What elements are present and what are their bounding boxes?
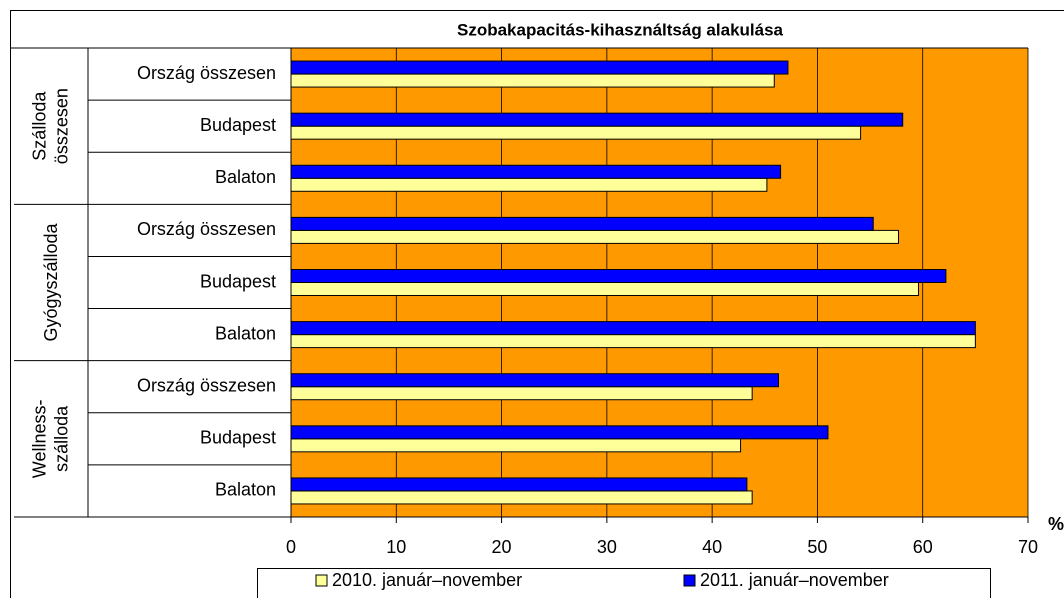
- y-tick-label: Budapest: [200, 428, 276, 448]
- x-tick-label: 40: [702, 537, 722, 557]
- legend-swatch: [684, 575, 695, 586]
- bar: [291, 230, 898, 243]
- legend-label: 2011. január–november: [700, 570, 889, 590]
- legend-swatch: [316, 575, 327, 586]
- bar: [291, 322, 975, 335]
- bar: [291, 217, 873, 230]
- group-label: Wellness-: [30, 399, 50, 478]
- x-tick-label: 30: [597, 537, 617, 557]
- x-tick-label: 0: [286, 537, 296, 557]
- chart-title: Szobakapacitás-kihasználtság alakulása: [457, 20, 784, 39]
- bar: [291, 439, 741, 452]
- bar: [291, 387, 752, 400]
- x-tick-label: 70: [1018, 537, 1038, 557]
- y-tick-label: Budapest: [200, 271, 276, 291]
- legend-label: 2010. január–november: [332, 570, 522, 590]
- group-label: Gyógyszálloda: [41, 222, 61, 341]
- bar: [291, 426, 828, 439]
- y-tick-label: Ország összesen: [137, 219, 276, 239]
- group-label: Szálloda: [30, 91, 50, 161]
- bar: [291, 165, 781, 178]
- group-label: összesen: [52, 88, 72, 164]
- bar: [291, 178, 767, 191]
- bar: [291, 270, 946, 283]
- group-label: szálloda: [52, 405, 72, 472]
- y-tick-label: Budapest: [200, 115, 276, 135]
- x-tick-label: 20: [492, 537, 512, 557]
- bar: [291, 61, 788, 74]
- x-tick-label: 50: [807, 537, 827, 557]
- y-tick-label: Ország összesen: [137, 375, 276, 395]
- bar: [291, 335, 975, 348]
- x-tick-label: 60: [913, 537, 933, 557]
- x-tick-label: 10: [386, 537, 406, 557]
- y-tick-label: Balaton: [215, 480, 276, 500]
- bar: [291, 113, 903, 126]
- bar: [291, 126, 861, 139]
- bar: [291, 374, 778, 387]
- bar: [291, 74, 774, 87]
- bar: [291, 478, 747, 491]
- y-tick-label: Ország összesen: [137, 63, 276, 83]
- y-tick-label: Balaton: [215, 167, 276, 187]
- bar: [291, 283, 919, 296]
- y-tick-label: Balaton: [215, 323, 276, 343]
- bar: [291, 491, 752, 504]
- x-unit: %: [1048, 514, 1064, 534]
